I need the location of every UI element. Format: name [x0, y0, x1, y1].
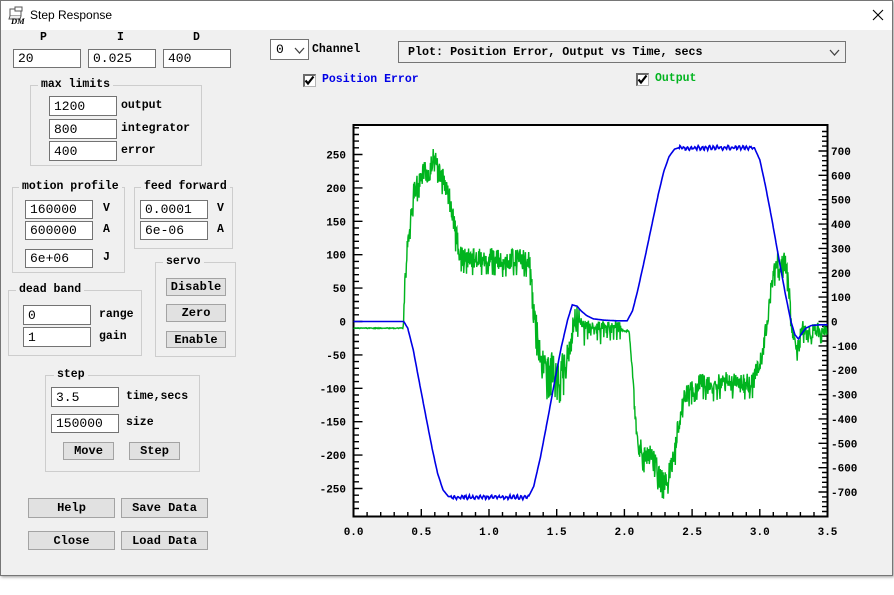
svg-text:600: 600 — [831, 171, 851, 183]
svg-text:2.5: 2.5 — [682, 527, 702, 539]
svg-text:700: 700 — [831, 147, 851, 159]
svg-text:2.0: 2.0 — [614, 527, 634, 539]
svg-text:0.0: 0.0 — [344, 527, 364, 539]
svg-text:-150: -150 — [320, 418, 346, 430]
svg-text:3.5: 3.5 — [818, 527, 838, 539]
svg-text:100: 100 — [831, 293, 851, 305]
svg-text:-500: -500 — [831, 439, 857, 451]
svg-text:-100: -100 — [320, 384, 346, 396]
svg-text:0.5: 0.5 — [411, 527, 431, 539]
svg-text:250: 250 — [326, 151, 346, 163]
svg-text:-50: -50 — [326, 351, 346, 363]
svg-text:300: 300 — [831, 244, 851, 256]
svg-text:150: 150 — [326, 217, 346, 229]
svg-text:500: 500 — [831, 196, 851, 208]
svg-text:200: 200 — [831, 269, 851, 281]
svg-text:DM: DM — [10, 16, 25, 25]
svg-text:1.0: 1.0 — [479, 527, 499, 539]
svg-text:0: 0 — [339, 318, 346, 330]
svg-text:0: 0 — [831, 318, 838, 330]
svg-text:-600: -600 — [831, 464, 857, 476]
svg-text:-400: -400 — [831, 415, 857, 427]
svg-text:50: 50 — [333, 284, 346, 296]
svg-text:-100: -100 — [831, 342, 857, 354]
svg-text:-700: -700 — [831, 488, 857, 500]
svg-text:-300: -300 — [831, 391, 857, 403]
svg-text:1.5: 1.5 — [547, 527, 567, 539]
svg-text:-250: -250 — [320, 485, 346, 497]
svg-text:200: 200 — [326, 184, 346, 196]
svg-text:400: 400 — [831, 220, 851, 232]
svg-text:3.0: 3.0 — [750, 527, 770, 539]
svg-text:-200: -200 — [320, 451, 346, 463]
svg-text:100: 100 — [326, 251, 346, 263]
svg-text:-200: -200 — [831, 366, 857, 378]
